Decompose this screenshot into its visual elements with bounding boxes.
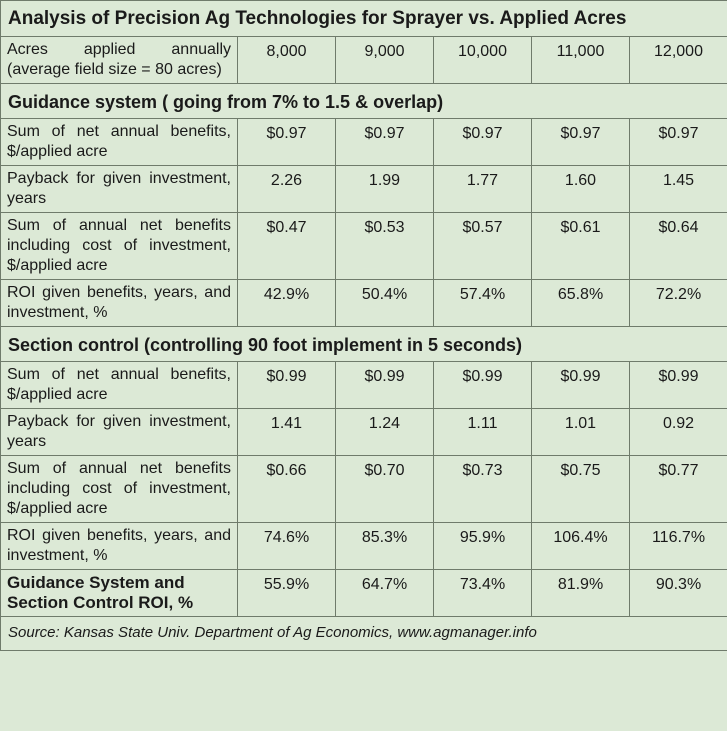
cell: 72.2% (628, 279, 727, 327)
table-row: Sum of net annual benefits, $/applied ac… (0, 361, 727, 409)
cell: $0.97 (433, 118, 532, 166)
section-heading: Guidance system ( going from 7% to 1.5 &… (0, 83, 727, 119)
row-label: Payback for given invest­ment, years (0, 165, 238, 213)
row-label: Payback for given invest­ment, years (0, 408, 238, 456)
acres-row: Acres applied annually (average field si… (0, 36, 727, 84)
cell: 65.8% (531, 279, 630, 327)
row-label: Sum of net annual benefits, $/applied ac… (0, 118, 238, 166)
cell: 1.45 (628, 165, 727, 213)
section-heading: Section control (controlling 90 foot imp… (0, 326, 727, 362)
cell: 85.3% (335, 522, 434, 570)
table-row: ROI given benefits, years, and investmen… (0, 522, 727, 570)
cell: $0.57 (433, 212, 532, 280)
cell: 95.9% (433, 522, 532, 570)
cell: 11,000 (531, 36, 630, 84)
cell: $0.53 (335, 212, 434, 280)
cell: $0.97 (628, 118, 727, 166)
cell: $0.70 (335, 455, 434, 523)
cell: $0.99 (335, 361, 434, 409)
cell: 12,000 (628, 36, 727, 84)
cell: 2.26 (237, 165, 336, 213)
cell: $0.75 (531, 455, 630, 523)
guidance-heading-row: Guidance system ( going from 7% to 1.5 &… (0, 83, 727, 119)
source-note: Source: Kansas State Univ. Department of… (0, 616, 727, 651)
cell: $0.99 (531, 361, 630, 409)
cell: $0.97 (531, 118, 630, 166)
table-row: ROI given benefits, years, and investmen… (0, 279, 727, 327)
cell: $0.77 (628, 455, 727, 523)
cell: $0.73 (433, 455, 532, 523)
table-row: Sum of net annual benefits, $/applied ac… (0, 118, 727, 166)
cell: 10,000 (433, 36, 532, 84)
table-row: Sum of annual net benefits including cos… (0, 455, 727, 523)
cell: 1.11 (433, 408, 532, 456)
cell: $0.99 (237, 361, 336, 409)
table-title: Analysis of Precision Ag Technologies fo… (0, 0, 727, 37)
row-label: ROI given benefits, years, and investmen… (0, 522, 238, 570)
cell: 106.4% (531, 522, 630, 570)
cell: 57.4% (433, 279, 532, 327)
roi-table: Analysis of Precision Ag Technologies fo… (0, 0, 727, 651)
cell: $0.64 (628, 212, 727, 280)
section-control-heading-row: Section control (controlling 90 foot imp… (0, 326, 727, 362)
cell: $0.61 (531, 212, 630, 280)
cell: 50.4% (335, 279, 434, 327)
cell: 74.6% (237, 522, 336, 570)
cell: 90.3% (628, 569, 727, 617)
row-label: Acres applied annually (average field si… (0, 36, 238, 84)
cell: 1.24 (335, 408, 434, 456)
cell: 42.9% (237, 279, 336, 327)
source-row: Source: Kansas State Univ. Department of… (0, 616, 727, 651)
row-label: Sum of annual net benefits including cos… (0, 455, 238, 523)
cell: $0.47 (237, 212, 336, 280)
cell: $0.97 (335, 118, 434, 166)
cell: $0.97 (237, 118, 336, 166)
cell: $0.66 (237, 455, 336, 523)
cell: 1.60 (531, 165, 630, 213)
row-label: Sum of annual net benefits including cos… (0, 212, 238, 280)
cell: 8,000 (237, 36, 336, 84)
cell: 1.99 (335, 165, 434, 213)
table-row: Payback for given invest­ment, years 1.4… (0, 408, 727, 456)
cell: $0.99 (433, 361, 532, 409)
cell: 73.4% (433, 569, 532, 617)
row-label: Sum of net annual benefits, $/applied ac… (0, 361, 238, 409)
cell: 1.77 (433, 165, 532, 213)
cell: 9,000 (335, 36, 434, 84)
cell: 116.7% (628, 522, 727, 570)
cell: 0.92 (628, 408, 727, 456)
row-label: ROI given benefits, years, and investmen… (0, 279, 238, 327)
cell: 1.41 (237, 408, 336, 456)
row-label: Guidance System and Section Control ROI,… (0, 569, 238, 617)
cell: 1.01 (531, 408, 630, 456)
cell: 64.7% (335, 569, 434, 617)
cell: 81.9% (531, 569, 630, 617)
table-row: Payback for given invest­ment, years 2.2… (0, 165, 727, 213)
table-title-row: Analysis of Precision Ag Technologies fo… (0, 0, 727, 37)
table-row: Sum of annual net benefits including cos… (0, 212, 727, 280)
cell: 55.9% (237, 569, 336, 617)
total-roi-row: Guidance System and Section Control ROI,… (0, 569, 727, 617)
cell: $0.99 (628, 361, 727, 409)
